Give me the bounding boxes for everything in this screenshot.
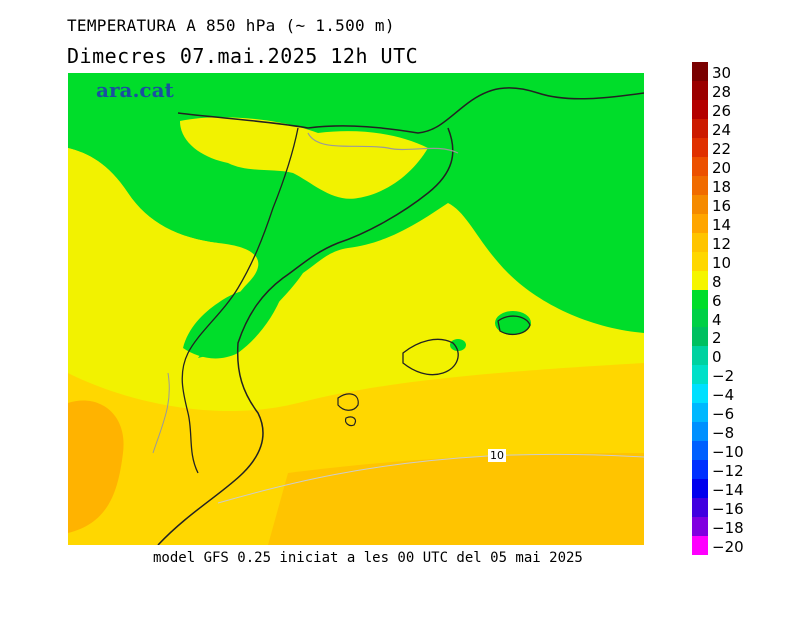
chart-title: TEMPERATURA A 850 hPa (~ 1.500 m) <box>67 16 395 35</box>
legend-label: 20 <box>712 158 732 177</box>
legend-label: 18 <box>712 177 732 196</box>
legend-label: −12 <box>712 462 744 481</box>
legend-swatch <box>692 156 708 177</box>
legend-swatch <box>692 536 708 556</box>
legend-label: −6 <box>712 405 735 424</box>
legend-swatch <box>692 194 708 215</box>
legend-swatch <box>692 346 708 366</box>
brand-logo: ara.cat <box>96 78 174 102</box>
legend-swatch <box>692 441 708 461</box>
legend-swatch <box>692 327 708 347</box>
legend-swatch <box>692 118 708 139</box>
legend-label: −14 <box>712 481 744 500</box>
legend-label: 0 <box>712 348 722 367</box>
legend-label: 30 <box>712 64 732 82</box>
legend-swatch <box>692 137 708 158</box>
legend-label: 28 <box>712 82 732 101</box>
legend-swatch <box>692 62 708 82</box>
legend-swatch <box>692 175 708 196</box>
legend-swatch <box>692 365 708 385</box>
legend-label: 4 <box>712 310 722 329</box>
legend-swatch <box>692 213 708 234</box>
legend-label: −2 <box>712 367 735 386</box>
legend-label: 6 <box>712 291 722 310</box>
contour-label-10: 10 <box>488 449 506 462</box>
legend-label: 26 <box>712 101 732 120</box>
legend-label: 14 <box>712 215 732 234</box>
legend-swatch <box>692 308 708 328</box>
legend-swatch <box>692 517 708 537</box>
legend-label: 8 <box>712 272 722 291</box>
legend-swatch <box>692 99 708 120</box>
legend-label: −4 <box>712 386 735 405</box>
legend-swatch <box>692 232 708 253</box>
legend-label: −8 <box>712 424 735 443</box>
legend-label: −10 <box>712 443 744 462</box>
legend-swatch <box>692 422 708 442</box>
legend-label: 10 <box>712 253 732 272</box>
legend-swatch <box>692 384 708 404</box>
chart-subtitle: Dimecres 07.mai.2025 12h UTC <box>67 44 419 68</box>
legend-swatch <box>692 270 708 291</box>
legend-swatch <box>692 498 708 518</box>
legend-label: 22 <box>712 139 732 158</box>
temperature-map <box>68 73 644 545</box>
legend-swatch <box>692 80 708 101</box>
legend-swatch <box>692 251 708 272</box>
legend-swatch <box>692 289 708 309</box>
legend-label: 16 <box>712 196 732 215</box>
legend-label: 12 <box>712 234 732 253</box>
model-footer: model GFS 0.25 iniciat a les 00 UTC del … <box>153 550 583 566</box>
legend-label: −20 <box>712 538 744 557</box>
legend-label: 2 <box>712 329 722 348</box>
legend-label: −18 <box>712 519 744 538</box>
legend-swatch <box>692 479 708 499</box>
legend-label: 24 <box>712 120 732 139</box>
legend-swatch <box>692 460 708 480</box>
legend-swatch <box>692 403 708 423</box>
legend-label: −16 <box>712 500 744 519</box>
